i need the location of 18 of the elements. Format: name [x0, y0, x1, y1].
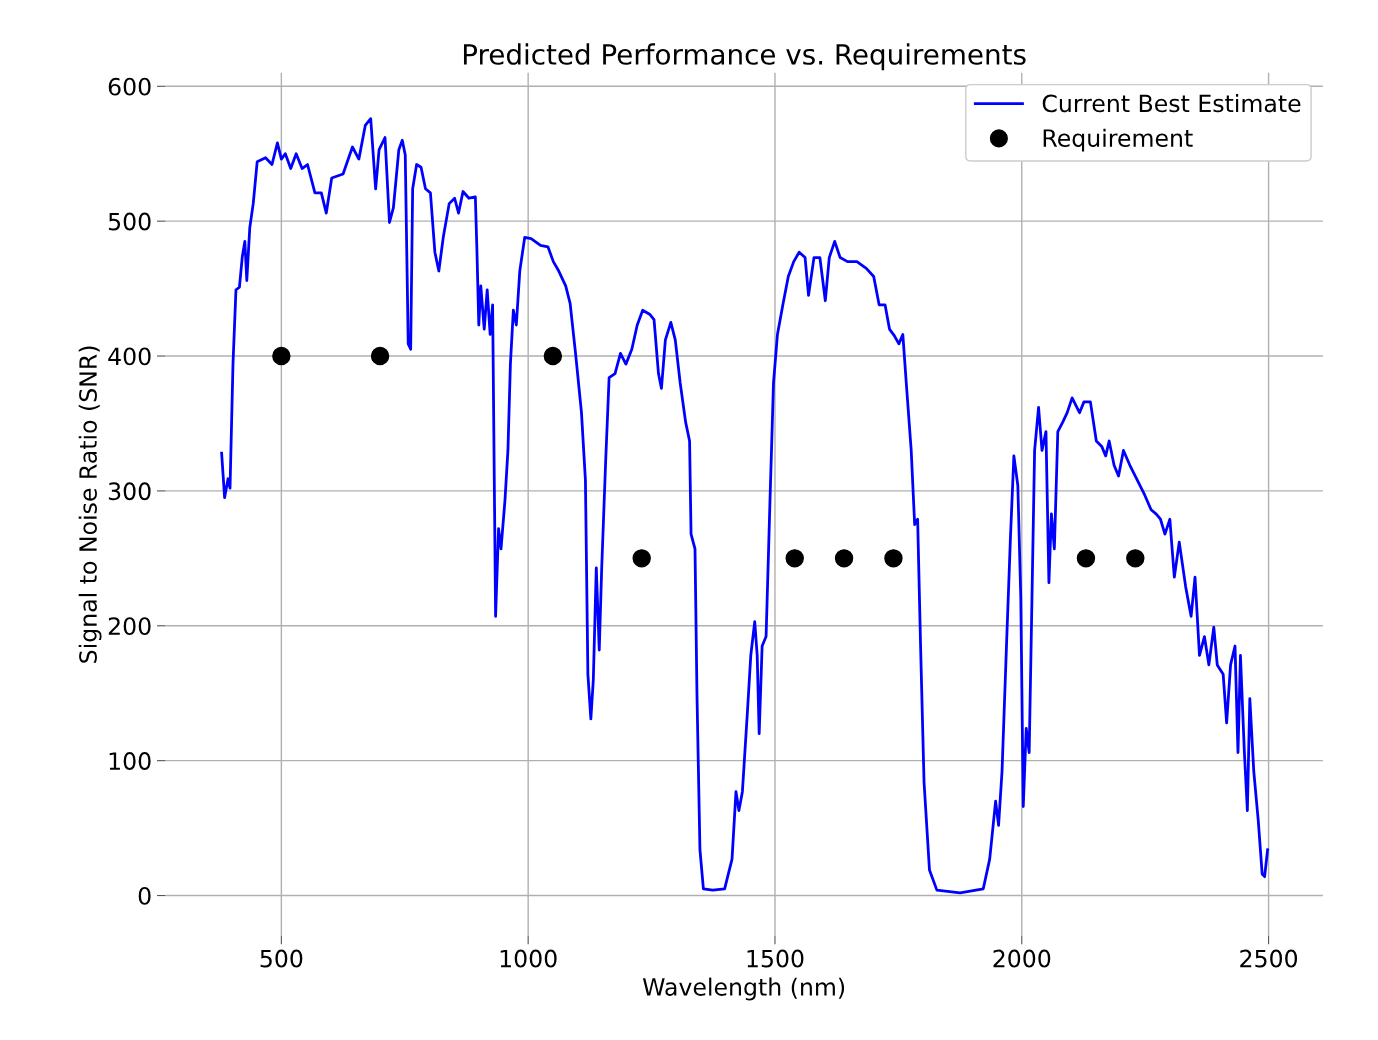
y-tick-label: 400	[108, 347, 151, 366]
chart-title: Predicted Performance vs. Requirements	[463, 43, 1026, 71]
x-tick-label: 500	[260, 949, 303, 968]
y-tick-label: 200	[108, 617, 151, 636]
legend-label: Current Best Estimate	[1042, 94, 1301, 113]
y-tick-label: 100	[109, 752, 151, 770]
legend-label: Requirement	[1043, 128, 1193, 152]
x-tick-label: 2500	[1240, 949, 1298, 968]
x-axis-title: Wavelength (nm)	[642, 977, 845, 1001]
y-axis-title: Signal to Noise Ratio (SNR)	[78, 346, 102, 663]
y-tick-label: 600	[108, 77, 151, 96]
line-series	[220, 117, 1269, 895]
x-tick-label: 2000	[993, 949, 1051, 968]
y-tick-label: 0	[138, 886, 151, 905]
y-tick-label: 300	[108, 482, 151, 501]
y-tick-label: 500	[108, 212, 151, 231]
x-tick-label: 1000	[500, 949, 557, 968]
x-tick-label: 1500	[747, 949, 804, 968]
